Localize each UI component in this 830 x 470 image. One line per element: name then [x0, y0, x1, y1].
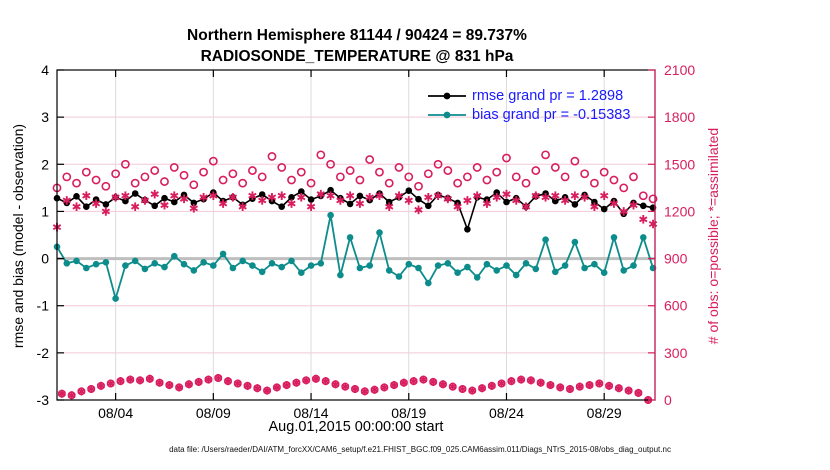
- legend-row-bias: bias grand pr = -0.15383: [427, 105, 630, 124]
- svg-text:08/29: 08/29: [587, 405, 622, 421]
- right-y-axis-label: # of obs: o=possible; *=assimilated: [705, 127, 721, 345]
- svg-text:1: 1: [41, 203, 49, 219]
- right-tick-labels: 2100 1800 1500 1200 900 600 300 0: [664, 62, 695, 408]
- bias-series: [53, 211, 657, 302]
- svg-text:08/24: 08/24: [489, 405, 524, 421]
- svg-text:-1: -1: [37, 298, 50, 314]
- chart-title: Northern Hemisphere 81144 / 90424 = 89.7…: [187, 27, 527, 44]
- svg-text:1500: 1500: [664, 156, 695, 172]
- svg-text:0: 0: [41, 251, 49, 267]
- legend: rmse grand pr = 1.2898 bias grand pr = -…: [427, 86, 630, 124]
- left-y-axis-label: rmse and bias (model - observation): [10, 123, 26, 349]
- data-file-path: data file: /Users/raeder/DAI/ATM_forcXX/…: [169, 445, 671, 454]
- legend-label-rmse: rmse grand pr = 1.2898: [472, 87, 624, 104]
- svg-text:2: 2: [41, 156, 49, 172]
- svg-text:2100: 2100: [664, 62, 695, 78]
- legend-label-bias: bias grand pr = -0.15383: [472, 106, 631, 123]
- offhour-counts-series: [57, 373, 653, 404]
- axes: [56, 69, 656, 401]
- left-tick-labels: 4 3 2 1 0 -1 -2 -3: [37, 62, 50, 408]
- svg-text:4: 4: [41, 62, 49, 78]
- x-tick-labels: 08/04 08/09 08/14 08/19 08/24 08/29: [98, 405, 622, 421]
- x-axis-label: Aug.01,2015 00:00:00 start: [268, 419, 444, 435]
- svg-text:08/19: 08/19: [391, 405, 426, 421]
- possible-obs-series: [52, 150, 658, 204]
- chart-subtitle: RADIOSONDE_TEMPERATURE @ 831 hPa: [200, 48, 514, 65]
- legend-row-rmse: rmse grand pr = 1.2898: [427, 86, 630, 105]
- svg-text:1200: 1200: [664, 203, 695, 219]
- assimilated-obs-series: [52, 189, 658, 232]
- svg-text:-3: -3: [37, 392, 50, 408]
- svg-text:08/09: 08/09: [196, 405, 231, 421]
- svg-text:300: 300: [664, 345, 688, 361]
- rmse-legend-marker-icon: [428, 92, 466, 99]
- svg-text:0: 0: [664, 392, 672, 408]
- svg-text:08/14: 08/14: [294, 405, 329, 421]
- svg-text:-2: -2: [37, 345, 50, 361]
- svg-text:900: 900: [664, 251, 688, 267]
- svg-text:600: 600: [664, 298, 688, 314]
- svg-text:3: 3: [41, 109, 49, 125]
- rmse-series: [53, 186, 657, 233]
- svg-text:08/04: 08/04: [98, 405, 133, 421]
- bias-legend-marker-icon: [428, 111, 466, 118]
- svg-text:1800: 1800: [664, 109, 695, 125]
